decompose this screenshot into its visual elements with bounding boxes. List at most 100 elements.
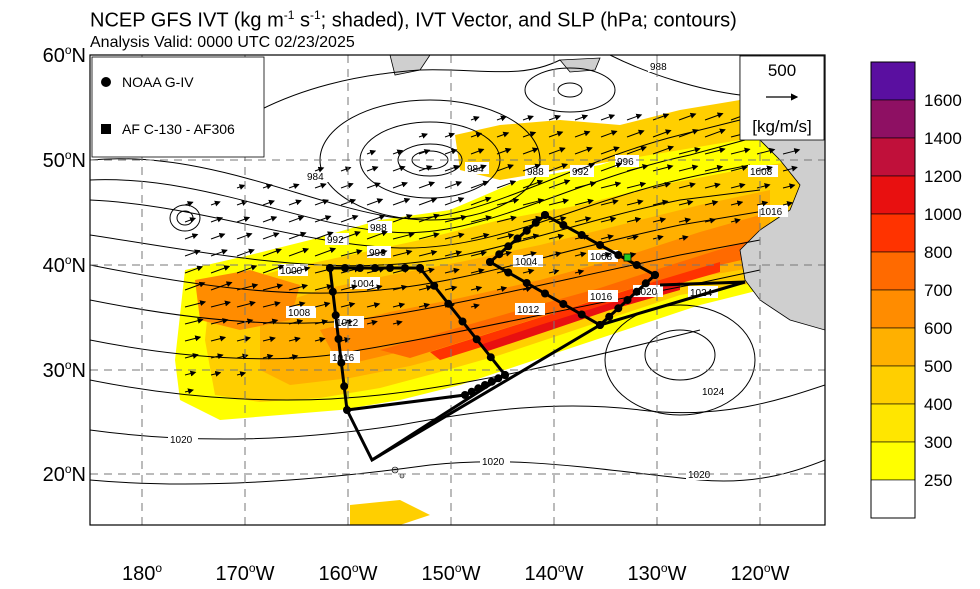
svg-text:1024: 1024 — [702, 387, 725, 398]
longitude-labels: 180o 170oW 160oW 150oW 140oW 130oW 120oW — [122, 561, 790, 585]
ivt-vector-arrow — [548, 130, 564, 138]
ivt-vector-arrow — [756, 200, 769, 207]
svg-text:1004: 1004 — [515, 257, 538, 268]
ivt-vector-arrow — [236, 300, 256, 308]
svg-text:996: 996 — [617, 157, 634, 168]
ivt-vector-arrow — [626, 129, 645, 138]
ivt-vector-arrow — [444, 148, 458, 155]
ivt-vector-arrow — [470, 132, 483, 138]
ivt-vector-arrow — [236, 232, 253, 240]
dropsonde-point — [444, 299, 453, 308]
lon-label-160w: 160oW — [319, 561, 378, 585]
dropsonde-point — [343, 406, 351, 414]
ivt-vector-arrow — [678, 129, 699, 138]
ivt-vector-arrow — [340, 182, 354, 189]
contour-label: 996 — [615, 155, 639, 168]
ivt-vector-arrow — [652, 181, 671, 189]
ivt-vector-arrow — [184, 300, 207, 308]
ivt-vector-arrow — [496, 215, 517, 223]
dropsonde-point — [340, 382, 349, 391]
ivt-vector-arrow — [470, 285, 483, 292]
ivt-vector-arrow — [340, 214, 359, 223]
ivt-vector-arrow — [678, 235, 689, 241]
ivt-vector-arrow — [548, 163, 569, 172]
colorbar-label: 1000 — [924, 205, 962, 224]
lat-label-20n: 20oN — [43, 462, 86, 486]
ivt-vector-arrow — [366, 230, 388, 240]
dropsonde-point — [651, 271, 659, 279]
dropsonde-point — [416, 264, 424, 272]
ivt-vector-arrow — [314, 336, 326, 343]
ivt-vector-arrow — [574, 251, 587, 258]
ivt-colorbar: 1600 1400 1200 1000 800 700 600 500 400 … — [870, 61, 962, 519]
dropsonde-point — [356, 264, 364, 272]
ivt-vector-arrow — [288, 247, 310, 257]
ivt-vector-arrow — [314, 284, 333, 291]
colorbar-border — [870, 61, 916, 519]
ivt-vector-arrow — [418, 267, 435, 274]
ivt-vector-arrow — [262, 248, 282, 257]
colorbar-label: 300 — [924, 433, 952, 452]
dropsonde-point — [337, 358, 346, 367]
ivt-vector-arrow — [340, 319, 353, 326]
ivt-vector-arrow — [314, 182, 327, 189]
flight-track-dots — [326, 211, 659, 414]
svg-text:988: 988 — [370, 223, 387, 234]
ivt-vector-arrow — [288, 354, 299, 361]
ivt-vector-arrow — [288, 215, 305, 223]
ivt-vector-arrow — [210, 370, 222, 377]
ivt-vector-arrow — [626, 234, 639, 241]
map-subtitle: Analysis Valid: 0000 UTC 02/23/2025 — [90, 34, 355, 51]
ivt-vector-arrow — [730, 182, 746, 189]
ivt-vector-arrow — [496, 131, 510, 138]
ivt-vector-arrow — [392, 249, 413, 257]
svg-text:1004: 1004 — [352, 279, 375, 290]
ivt-vector-arrow — [522, 215, 542, 223]
ivt-vector-arrow — [626, 181, 647, 189]
ivt-vector-arrow — [392, 149, 404, 156]
dropsonde-point — [504, 268, 513, 277]
ivt-vector-arrow — [626, 199, 644, 206]
dropsonde-point — [504, 242, 513, 251]
ivt-vector-arrow — [314, 199, 330, 206]
reference-vector-value: 500 — [768, 61, 796, 80]
dropsonde-point — [641, 279, 650, 288]
map-title: NCEP GFS IVT (kg m-1 s-1; shaded), IVT V… — [90, 8, 737, 32]
ivt-vector-arrow — [262, 216, 278, 223]
dropsonde-point — [614, 304, 623, 313]
ivt-vector-arrow — [418, 149, 431, 155]
dropsonde-point — [541, 289, 549, 298]
ivt-vector-arrow — [262, 199, 275, 206]
ivt-vector-arrow — [418, 232, 440, 240]
dropsonde-point — [401, 264, 409, 272]
dropsonde-point — [430, 281, 439, 290]
ivt-vector-arrow — [392, 197, 411, 206]
ivt-vector-arrow — [496, 180, 517, 189]
ivt-vector-arrow — [496, 164, 514, 172]
ivt-vector-arrow — [522, 179, 544, 189]
ivt-vector-arrow — [288, 301, 306, 308]
ivt-vector-arrow — [210, 232, 226, 240]
ivt-vector-arrow — [184, 201, 194, 207]
ivt-vector-arrow — [444, 132, 456, 139]
ivt-vector-arrow — [366, 149, 377, 156]
ivt-vector-arrow — [678, 112, 697, 121]
ivt-vector-arrow — [522, 268, 535, 275]
ivt-vector-arrow — [470, 250, 488, 257]
ivt-vector-arrow — [210, 265, 231, 274]
dropsonde-point — [531, 218, 540, 227]
ivt-vector-arrow — [210, 281, 233, 291]
ivt-vector-arrow — [782, 201, 794, 207]
dropsonde-point — [513, 234, 522, 243]
ivt-vector-arrow — [366, 182, 381, 189]
ivt-vector-arrow — [522, 286, 533, 293]
dropsonde-point — [494, 374, 503, 383]
dropsonde-point — [486, 258, 494, 266]
ivt-vector-arrow — [184, 233, 199, 240]
g-iv-circle-icon — [101, 77, 111, 87]
colorbar-box — [870, 365, 916, 405]
ivt-vector-arrow — [470, 116, 480, 122]
ivt-vector-arrow — [652, 164, 674, 172]
reference-vector-box: 500 [kg/m/s] — [739, 55, 825, 141]
ivt-vector-arrow — [652, 145, 675, 155]
